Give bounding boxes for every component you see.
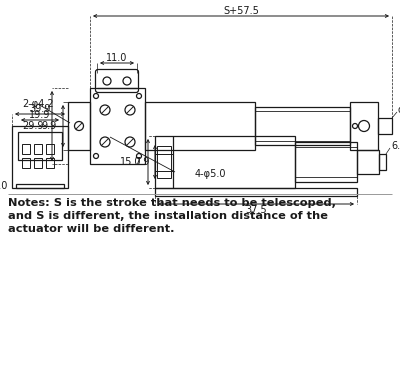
Text: 19.9: 19.9	[29, 110, 51, 120]
Text: 29.9: 29.9	[22, 121, 44, 131]
Text: 6.1: 6.1	[391, 141, 400, 151]
Bar	[68, 102, 90, 150]
Bar	[46, 144, 54, 154]
Bar	[379, 154, 386, 170]
Bar	[155, 188, 357, 196]
Text: 4-φ5.0: 4-φ5.0	[195, 169, 226, 179]
Bar	[18, 132, 62, 160]
Text: φ9.0: φ9.0	[398, 105, 400, 115]
Bar	[22, 158, 30, 168]
Bar	[255, 107, 350, 145]
Bar	[378, 118, 392, 134]
Bar	[22, 144, 30, 154]
Text: 2-φ4.2: 2-φ4.2	[22, 99, 54, 109]
Bar	[350, 102, 378, 150]
Bar	[34, 158, 42, 168]
Bar	[157, 146, 171, 178]
Bar	[90, 88, 145, 164]
Text: 7.9: 7.9	[135, 157, 150, 167]
Text: 37.5: 37.5	[245, 205, 267, 215]
Text: 2.0: 2.0	[0, 181, 8, 191]
Bar	[12, 126, 68, 188]
Text: 9.9: 9.9	[42, 121, 57, 131]
Text: S+57.5: S+57.5	[223, 6, 259, 16]
Bar	[357, 150, 379, 174]
Bar	[16, 184, 64, 188]
Text: 39.9: 39.9	[29, 104, 51, 114]
Text: Notes: S is the stroke that needs to be telescoped,
and S is different, the inst: Notes: S is the stroke that needs to be …	[8, 198, 336, 234]
Bar	[46, 158, 54, 168]
Bar	[295, 142, 357, 182]
Bar	[155, 136, 295, 188]
Bar	[34, 144, 42, 154]
Bar	[145, 102, 255, 150]
Text: 15.0: 15.0	[120, 157, 141, 167]
Text: 11.0: 11.0	[106, 53, 128, 63]
